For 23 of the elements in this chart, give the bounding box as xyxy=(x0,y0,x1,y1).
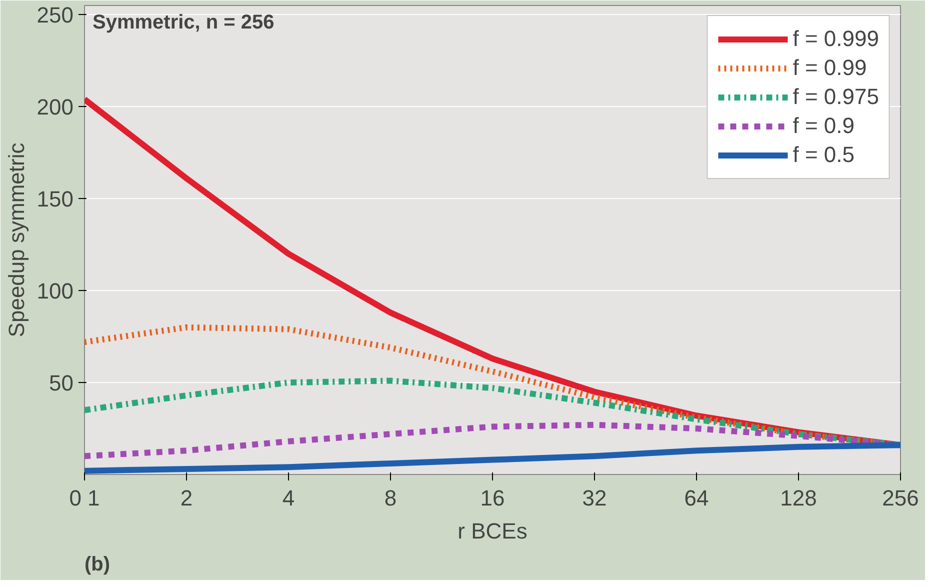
x-tick-label: 8 xyxy=(384,486,397,510)
text: (b) xyxy=(84,554,110,576)
x-tick-label: 32 xyxy=(582,486,607,510)
legend-label: f = 0.99 xyxy=(792,55,867,81)
x-tick-label: 2 xyxy=(180,486,193,510)
x-tick-label: 128 xyxy=(780,486,817,510)
y-tick-label: 50 xyxy=(49,370,74,396)
x-tick-label: 64 xyxy=(684,486,709,510)
y-axis-title: Speedup symmetric xyxy=(4,142,29,338)
legend-label: f = 0.9 xyxy=(792,113,855,139)
x-axis-title: r BCEs xyxy=(458,518,528,544)
y-tick-label: 250 xyxy=(36,2,74,28)
legend-label: f = 0.5 xyxy=(792,142,855,168)
legend-label: f = 0.975 xyxy=(792,84,879,110)
x-tick-label: 4 xyxy=(282,486,295,510)
chart-title: Symmetric, n = 256 xyxy=(92,12,274,34)
y-tick-label: 150 xyxy=(36,186,74,212)
y-tick-label: 100 xyxy=(36,278,74,304)
y-tick-label: 200 xyxy=(36,94,74,120)
x-tick-label: 0 1 xyxy=(69,486,100,510)
x-tick-label: 256 xyxy=(882,486,919,510)
x-tick-label: 16 xyxy=(480,486,505,510)
legend-label: f = 0.999 xyxy=(792,26,879,52)
